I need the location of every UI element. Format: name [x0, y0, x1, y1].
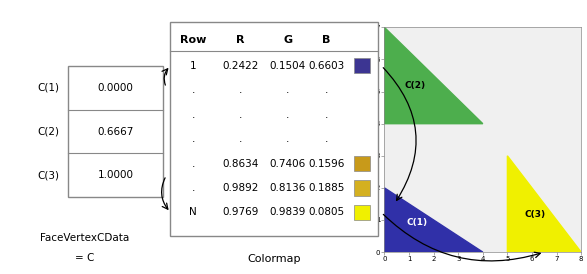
Text: 0.0000: 0.0000 [98, 83, 134, 93]
Text: .: . [325, 134, 328, 144]
Text: 0.9892: 0.9892 [222, 183, 259, 193]
Text: .: . [286, 85, 289, 95]
Bar [68, 66, 163, 197]
Text: 1.0000: 1.0000 [98, 170, 134, 180]
Text: = C: = C [75, 253, 95, 262]
Polygon shape [507, 156, 581, 252]
Text: .: . [191, 134, 195, 144]
Text: .: . [191, 183, 195, 193]
Text: 0.8634: 0.8634 [222, 159, 259, 169]
Text: R: R [237, 35, 245, 45]
Text: 0.0805: 0.0805 [308, 207, 345, 218]
Polygon shape [384, 27, 483, 124]
Text: .: . [191, 85, 195, 95]
Text: 0.6603: 0.6603 [308, 61, 345, 71]
Bar [170, 22, 379, 236]
Text: N: N [189, 207, 197, 218]
Polygon shape [384, 188, 483, 252]
Text: G: G [284, 35, 292, 45]
Text: 0.8136: 0.8136 [270, 183, 306, 193]
Text: C(1): C(1) [38, 83, 60, 93]
Text: .: . [239, 85, 242, 95]
Text: .: . [239, 134, 242, 144]
Text: 0.7406: 0.7406 [270, 159, 306, 169]
Text: 0.1596: 0.1596 [308, 159, 345, 169]
Text: 0.9769: 0.9769 [222, 207, 259, 218]
Text: .: . [191, 110, 195, 119]
Text: 0.1885: 0.1885 [308, 183, 345, 193]
Text: Colormap: Colormap [248, 254, 301, 264]
Bar [353, 180, 370, 196]
Text: .: . [191, 159, 195, 169]
Text: 0.6667: 0.6667 [97, 127, 134, 136]
Text: .: . [286, 110, 289, 119]
Text: .: . [325, 110, 328, 119]
Bar [353, 156, 370, 171]
Text: .: . [325, 85, 328, 95]
Text: 1: 1 [190, 61, 197, 71]
Text: FaceVertexCData: FaceVertexCData [41, 233, 130, 243]
Text: C(2): C(2) [38, 127, 60, 136]
Text: C(2): C(2) [404, 81, 425, 90]
Text: C(3): C(3) [38, 170, 60, 180]
Text: .: . [239, 110, 242, 119]
Text: 0.2422: 0.2422 [222, 61, 259, 71]
Text: .: . [286, 134, 289, 144]
Bar [353, 58, 370, 73]
Text: B: B [322, 35, 330, 45]
Text: C(3): C(3) [525, 210, 546, 219]
Text: Row: Row [180, 35, 206, 45]
Text: C(1): C(1) [407, 218, 428, 227]
Text: 0.9839: 0.9839 [270, 207, 306, 218]
Text: 0.1504: 0.1504 [270, 61, 306, 71]
Bar [353, 205, 370, 220]
